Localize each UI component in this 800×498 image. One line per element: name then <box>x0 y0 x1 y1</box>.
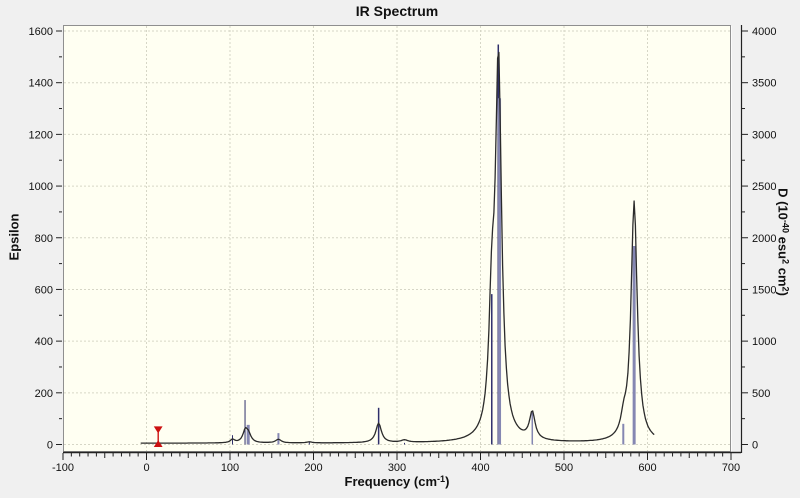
x-tick-label: -100 <box>52 462 74 474</box>
x-tick-label: 100 <box>221 462 239 474</box>
y-right-tick-label: 3000 <box>752 129 776 141</box>
y-left-tick-label: 800 <box>35 233 53 245</box>
y-left-tick-label: 400 <box>35 336 53 348</box>
y-right-tick-label: 500 <box>752 388 770 400</box>
y-right-tick-label: 1000 <box>752 336 776 348</box>
x-tick-label: 700 <box>722 462 740 474</box>
chart-title: IR Spectrum <box>355 3 439 19</box>
y-left-axis-title: Epsilon <box>6 213 22 261</box>
x-tick-label: 200 <box>304 462 322 474</box>
y-right-tick-label: 2000 <box>752 233 776 245</box>
x-tick-label: 600 <box>638 462 656 474</box>
x-tick-label: 0 <box>143 462 149 474</box>
y-right-axis-title: D (10-40 esu2 cm2) <box>775 188 791 296</box>
x-tick-label: 300 <box>388 462 406 474</box>
x-axis-title: Frequency (cm-1) <box>344 473 450 489</box>
y-right-tick-label: 2500 <box>752 181 776 193</box>
y-left-tick-label: 0 <box>47 440 53 452</box>
y-left-tick-label: 1400 <box>29 78 53 90</box>
x-tick-label: 500 <box>555 462 573 474</box>
y-right-tick-label: 4000 <box>752 26 776 38</box>
plot-area[interactable] <box>63 25 731 452</box>
y-left-tick-label: 1600 <box>29 26 53 38</box>
y-right-tick-label: 1500 <box>752 284 776 296</box>
y-left-tick-label: 600 <box>35 284 53 296</box>
y-right-tick-label: 3500 <box>752 78 776 90</box>
y-left-tick-label: 200 <box>35 388 53 400</box>
y-left-tick-label: 1200 <box>29 129 53 141</box>
y-right-tick-label: 0 <box>752 440 758 452</box>
y-left-tick-label: 1000 <box>29 181 53 193</box>
x-tick-label: 400 <box>471 462 489 474</box>
